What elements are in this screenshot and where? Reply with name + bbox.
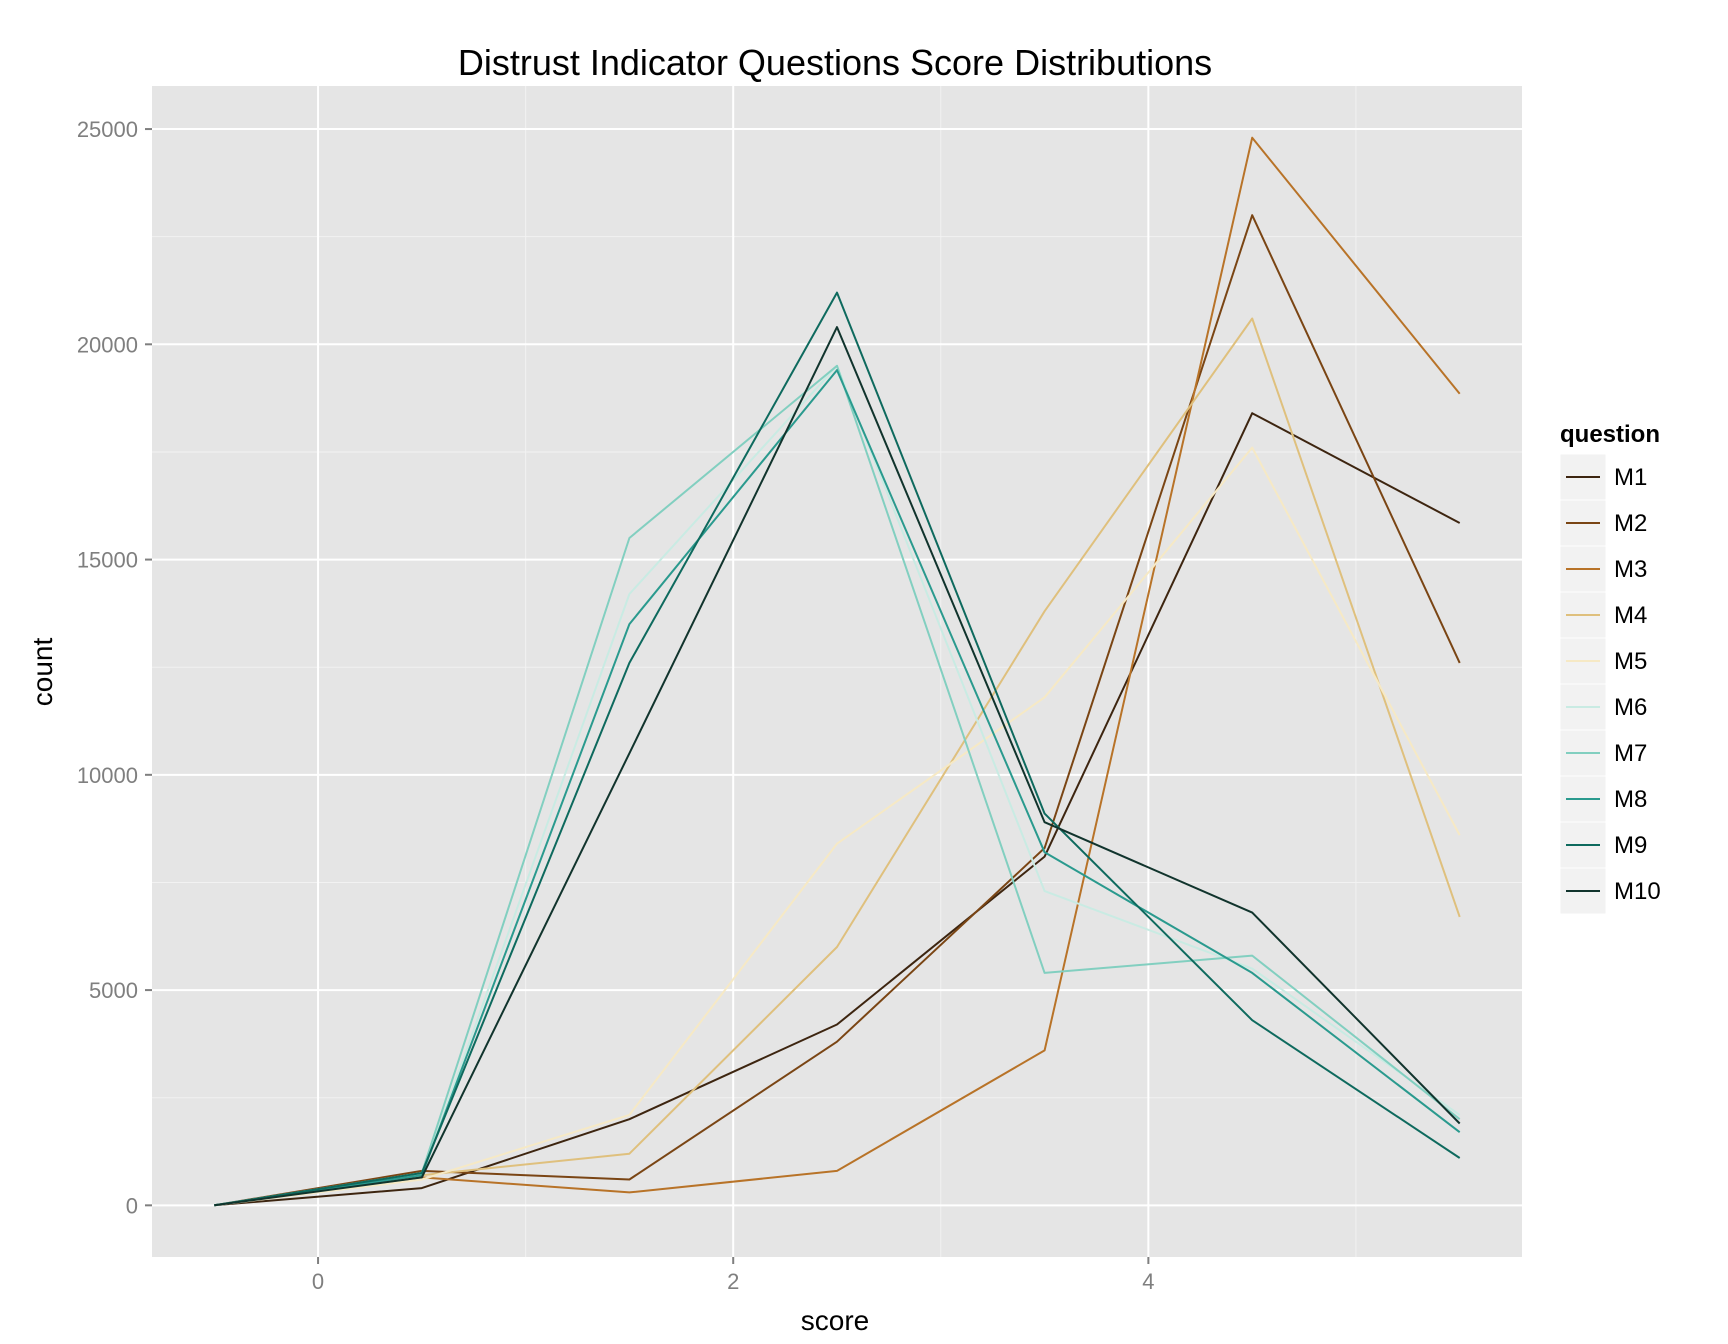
legend-label: M9 [1614, 832, 1647, 859]
series-line-m5 [214, 446, 1461, 1207]
legend-item-m1: M1 [1559, 453, 1647, 501]
legend-item-m9: M9 [1559, 821, 1647, 869]
x-tick-label: 0 [312, 1269, 324, 1294]
y-tick-label: 0 [126, 1193, 138, 1218]
legend-item-m4: M4 [1559, 591, 1647, 639]
legend-label: M6 [1614, 694, 1647, 721]
legend-item-m10: M10 [1559, 867, 1661, 915]
y-tick-label: 5000 [89, 978, 138, 1003]
major-gridlines [152, 86, 1522, 1257]
y-tick-label: 10000 [77, 763, 138, 788]
series-lines [214, 136, 1461, 1207]
y-axis-title: count [27, 638, 58, 707]
legend-item-m6: M6 [1559, 683, 1647, 731]
legend-label: M8 [1614, 786, 1647, 813]
legend: question M1 M2 M3 M4 M5 M6 M7 M8 M9 M10 [1559, 421, 1661, 915]
legend-label: M3 [1614, 556, 1647, 583]
legend-label: M2 [1614, 510, 1647, 537]
legend-label: M7 [1614, 740, 1647, 767]
x-axis-title: score [801, 1305, 869, 1336]
x-tick-label: 2 [727, 1269, 739, 1294]
chart-title: Distrust Indicator Questions Score Distr… [458, 42, 1212, 83]
series-line-m1 [214, 412, 1461, 1207]
y-axis: 0 5000 10000 15000 20000 25000 [77, 117, 152, 1218]
legend-item-m7: M7 [1559, 729, 1647, 777]
legend-item-m2: M2 [1559, 499, 1647, 547]
legend-item-m3: M3 [1559, 545, 1647, 593]
legend-item-m5: M5 [1559, 637, 1647, 685]
x-axis: 0 2 4 [312, 1257, 1154, 1294]
legend-label: M10 [1614, 878, 1661, 905]
y-tick-label: 20000 [77, 332, 138, 357]
y-tick-label: 25000 [77, 117, 138, 142]
legend-label: M4 [1614, 602, 1647, 629]
legend-label: M1 [1614, 464, 1647, 491]
y-tick-label: 15000 [77, 548, 138, 573]
legend-items: M1 M2 M3 M4 M5 M6 M7 M8 M9 M10 [1559, 453, 1661, 915]
legend-label: M5 [1614, 648, 1647, 675]
legend-title: question [1560, 421, 1660, 448]
series-line-m10 [214, 326, 1461, 1207]
minor-gridlines [152, 86, 1522, 1257]
series-line-m9 [214, 291, 1461, 1207]
legend-item-m8: M8 [1559, 775, 1647, 823]
plot-panel [152, 86, 1522, 1257]
x-tick-label: 4 [1142, 1269, 1154, 1294]
